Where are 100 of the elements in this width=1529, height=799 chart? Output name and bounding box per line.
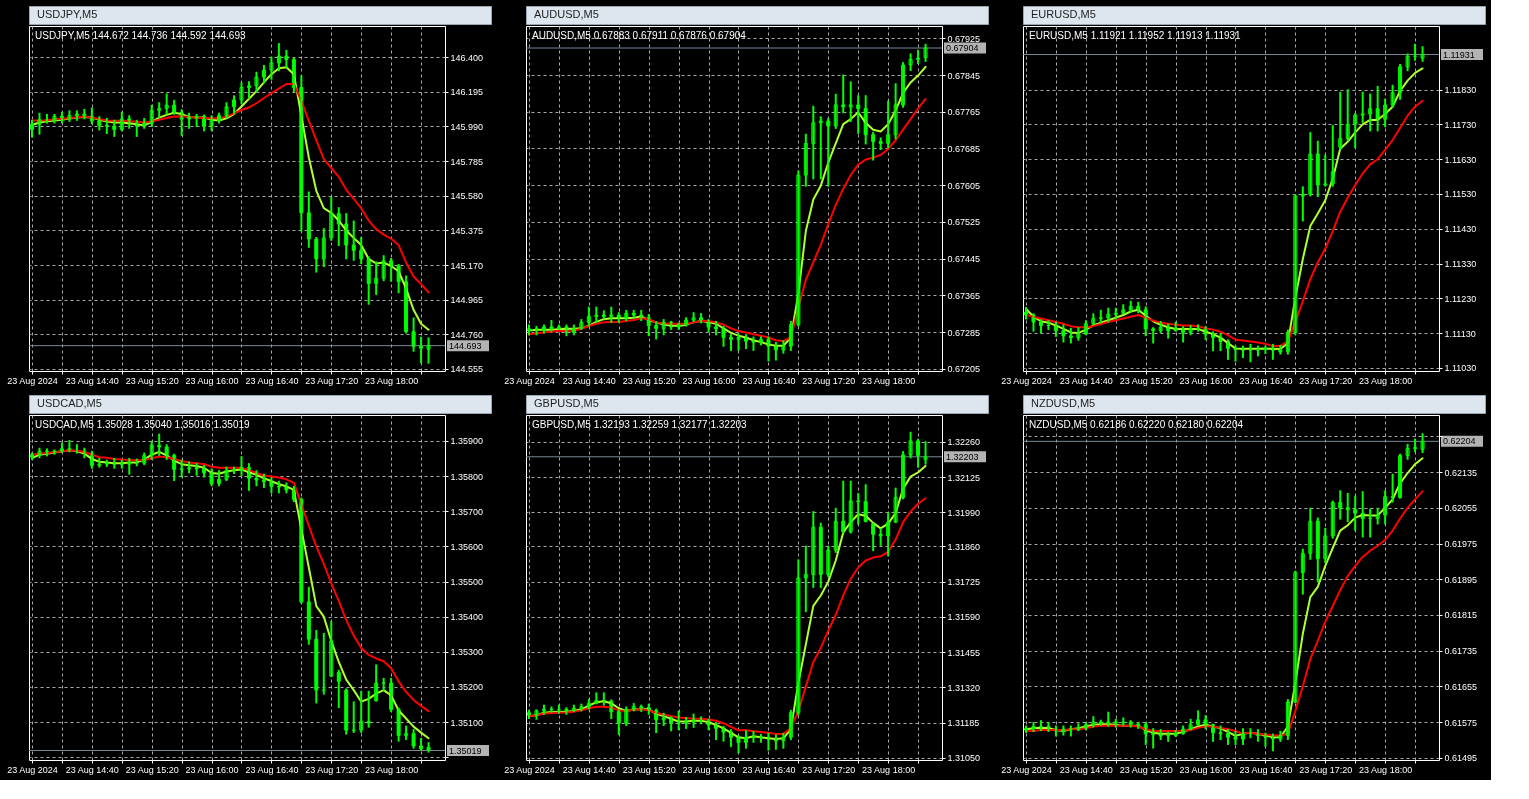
y-tick-label: 144.555: [450, 364, 484, 375]
x-tick-label: 23 Aug 17:20: [305, 764, 359, 775]
y-tick-label: 0.67365: [947, 290, 981, 301]
candlestick: [1173, 729, 1178, 737]
candlestick: [833, 93, 838, 129]
candlestick: [886, 512, 891, 557]
candlestick: [232, 95, 237, 114]
candlestick: [1233, 730, 1238, 745]
x-tick-label: 23 Aug 16:00: [682, 764, 736, 775]
candlestick: [1375, 507, 1380, 525]
y-tick-label: 1.11130: [1444, 328, 1476, 339]
candlestick: [1330, 125, 1335, 187]
y-tick-label: 1.35400: [450, 612, 484, 623]
y-tick-label: 1.32260: [947, 437, 981, 448]
candlestick: [329, 196, 334, 241]
ref-line-label: 1.32203: [946, 451, 979, 462]
candlestick: [579, 319, 584, 330]
candlestick: [624, 706, 629, 726]
candlestick: [1323, 527, 1328, 564]
candlestick: [893, 487, 898, 524]
candlestick: [901, 451, 906, 500]
candlestick: [1405, 443, 1410, 460]
candlestick: [878, 137, 883, 150]
candlestick: [269, 56, 274, 80]
candlestick: [878, 528, 883, 546]
candlestick: [1420, 46, 1425, 62]
chart-subtitle: EURUSD,M5 1.11921 1.11952 1.11913 1.11931: [1029, 30, 1242, 41]
ref-line-label: 0.62204: [1443, 436, 1476, 447]
candlestick: [833, 507, 838, 553]
y-tick-label: 1.35900: [450, 436, 484, 447]
candlestick: [142, 452, 147, 466]
y-tick-label: 1.11730: [1444, 119, 1477, 130]
y-tick-label: 0.67605: [947, 180, 981, 191]
x-tick-label: 23 Aug 2024: [1001, 375, 1052, 386]
x-tick-label: 23 Aug 16:40: [245, 375, 299, 386]
candlestick: [149, 104, 154, 128]
chart-subtitle: USDJPY,M5 144.672 144.736 144.592 144.693: [35, 30, 246, 41]
candlestick: [1398, 453, 1403, 499]
candlestick: [908, 53, 913, 72]
y-tick-label: 145.785: [450, 156, 484, 167]
candlestick: [1083, 320, 1088, 336]
candlestick: [826, 545, 831, 578]
y-tick-label: 146.195: [450, 87, 484, 98]
candlestick: [1308, 507, 1313, 560]
chart-title: GBPUSD,M5: [534, 397, 599, 409]
x-tick-label: 23 Aug 2024: [504, 764, 555, 775]
candlestick: [736, 333, 741, 351]
candlestick: [1383, 98, 1388, 128]
x-tick-label: 23 Aug 14:40: [562, 764, 616, 775]
y-tick-label: 1.11030: [1444, 363, 1477, 374]
x-tick-label: 23 Aug 2024: [7, 375, 58, 386]
candlestick: [374, 664, 379, 702]
x-tick-label: 23 Aug 18:00: [365, 375, 419, 386]
candlestick: [359, 690, 364, 733]
x-tick-label: 23 Aug 18:00: [862, 375, 916, 386]
y-tick-label: 1.35200: [450, 682, 484, 693]
y-tick-label: 0.67845: [947, 70, 981, 81]
chart-subtitle: GBPUSD,M5 1.32193 1.32259 1.32177 1.32203: [532, 419, 748, 430]
candlestick: [1188, 718, 1193, 731]
y-tick-label: 1.31050: [947, 753, 981, 764]
x-tick-label: 23 Aug 15:20: [622, 375, 676, 386]
candlestick: [534, 709, 539, 720]
candlestick: [579, 703, 584, 712]
y-tick-label: 1.31455: [947, 647, 981, 658]
x-tick-label: 23 Aug 15:20: [125, 764, 179, 775]
candlestick: [1345, 89, 1350, 142]
candlestick: [923, 43, 928, 62]
candlestick: [224, 102, 229, 119]
y-tick-label: 145.580: [450, 191, 484, 202]
x-tick-label: 23 Aug 16:00: [1179, 764, 1233, 775]
y-tick-label: 1.31725: [947, 577, 981, 588]
candlestick: [1353, 112, 1358, 149]
y-tick-label: 145.170: [450, 260, 484, 271]
y-tick-label: 146.400: [450, 52, 484, 63]
candlestick: [691, 312, 696, 322]
y-tick-label: 144.965: [450, 295, 484, 306]
y-tick-label: 1.11230: [1444, 293, 1477, 304]
x-tick-label: 23 Aug 16:40: [1239, 375, 1293, 386]
y-tick-label: 1.11330: [1444, 259, 1477, 270]
candlestick: [1285, 329, 1290, 355]
candlestick: [426, 337, 431, 364]
ref-line-label: 1.35019: [449, 745, 482, 756]
y-tick-label: 1.35800: [450, 471, 484, 482]
y-tick-label: 1.11830: [1444, 85, 1477, 96]
candlestick: [848, 480, 853, 534]
ref-line-label: 144.693: [449, 340, 482, 351]
x-tick-label: 23 Aug 16:40: [1239, 764, 1293, 775]
x-tick-label: 23 Aug 2024: [504, 375, 555, 386]
candlestick: [908, 431, 913, 459]
candlestick: [886, 100, 891, 149]
candlestick: [781, 340, 786, 354]
y-tick-label: 1.35500: [450, 577, 484, 588]
y-tick-label: 0.62055: [1444, 503, 1478, 514]
y-tick-label: 0.61735: [1444, 646, 1478, 657]
candlestick: [893, 83, 898, 140]
candlestick: [1308, 132, 1313, 197]
x-tick-label: 23 Aug 18:00: [1359, 375, 1413, 386]
ref-line-label: 1.11931: [1443, 49, 1475, 60]
x-tick-label: 23 Aug 17:20: [1299, 764, 1353, 775]
candlestick: [1405, 53, 1410, 72]
